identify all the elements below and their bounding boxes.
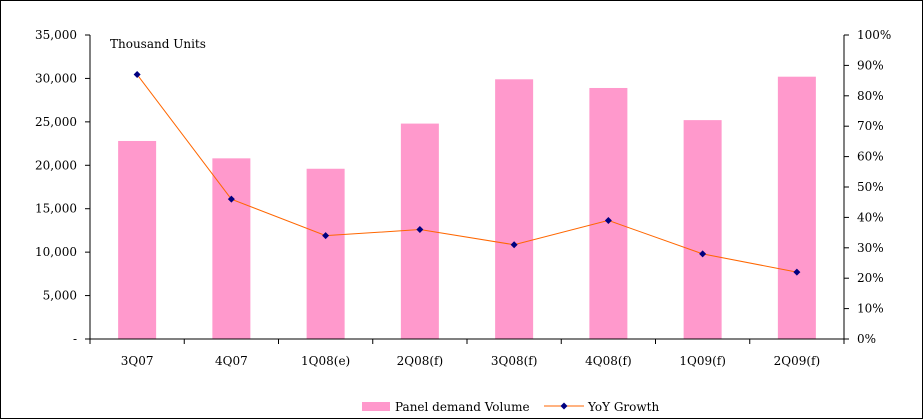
yoy-growth-line: [136, 74, 797, 273]
left-tick-label: -: [73, 332, 77, 346]
legend-line-marker: [560, 402, 568, 410]
unit-label: Thousand Units: [110, 37, 206, 51]
x-tick-label: 2Q09(f): [774, 354, 821, 368]
right-tick-label: 80%: [857, 89, 884, 103]
left-tick-label: 30,000: [35, 71, 77, 85]
x-tick-label: 2Q08(f): [397, 354, 444, 368]
left-tick-label: 5,000: [43, 289, 77, 303]
legend: Panel demand Volume YoY Growth: [362, 400, 659, 414]
right-tick-label: 10%: [857, 302, 884, 316]
x-tick-label: 1Q09(f): [679, 354, 726, 368]
bar-2Q09(f): [777, 76, 816, 339]
x-tick-label: 1Q08(e): [301, 354, 350, 368]
right-tick-label: 40%: [857, 210, 884, 224]
yoy-point-3Q08(f): [510, 241, 518, 249]
yoy-point-1Q08(e): [322, 232, 330, 240]
left-tick-label: 25,000: [35, 115, 77, 129]
right-tick-label: 50%: [857, 180, 884, 194]
left-axis-ticks: - 5,000 10,000 15,000 20,000 25,000 30,000 35,0…: [35, 28, 90, 346]
x-axis-ticks: 3Q07 4Q07 1Q08(e) 2Q08(f) 3Q08(f) 4Q08(f) 1Q09…: [89, 339, 845, 368]
right-tick-label: 30%: [857, 241, 884, 255]
x-tick-label: 3Q08(f): [491, 354, 538, 368]
right-tick-label: 90%: [857, 58, 884, 72]
yoy-point-4Q07: [227, 195, 235, 203]
bar-1Q08(e): [306, 168, 345, 339]
bar-1Q09(f): [683, 120, 722, 340]
yoy-point-1Q09(f): [699, 250, 707, 258]
yoy-point-2Q08(f): [416, 226, 424, 234]
left-tick-label: 10,000: [35, 245, 77, 259]
yoy-point-2Q09(f): [793, 268, 801, 276]
x-tick-label: 4Q07: [215, 354, 248, 368]
right-tick-label: 20%: [857, 271, 884, 285]
legend-bar-label: Panel demand Volume: [395, 400, 530, 414]
right-tick-label: 60%: [857, 150, 884, 164]
legend-line-label: YoY Growth: [587, 400, 659, 414]
bar-4Q07: [212, 158, 251, 339]
legend-bar-swatch: [362, 402, 390, 411]
bar-4Q08(f): [589, 87, 628, 340]
right-tick-label: 0%: [857, 332, 876, 346]
line-layer: [133, 71, 801, 276]
left-tick-label: 15,000: [35, 202, 77, 216]
bar-3Q08(f): [495, 79, 534, 339]
left-tick-label: 20,000: [35, 158, 77, 172]
right-axis-ticks: 0% 10% 20% 30% 40% 50% 60% 70% 80% 90% 100%: [844, 28, 891, 346]
left-tick-label: 35,000: [35, 28, 77, 42]
bars-layer: [118, 76, 816, 340]
right-tick-label: 70%: [857, 119, 884, 133]
x-tick-label: 4Q08(f): [585, 354, 632, 368]
yoy-point-3Q07: [133, 71, 141, 79]
axes-layer: [89, 35, 845, 340]
bar-3Q07: [118, 140, 157, 339]
right-tick-label: 100%: [857, 28, 891, 42]
yoy-point-4Q08(f): [604, 216, 612, 224]
x-tick-label: 3Q07: [121, 354, 154, 368]
